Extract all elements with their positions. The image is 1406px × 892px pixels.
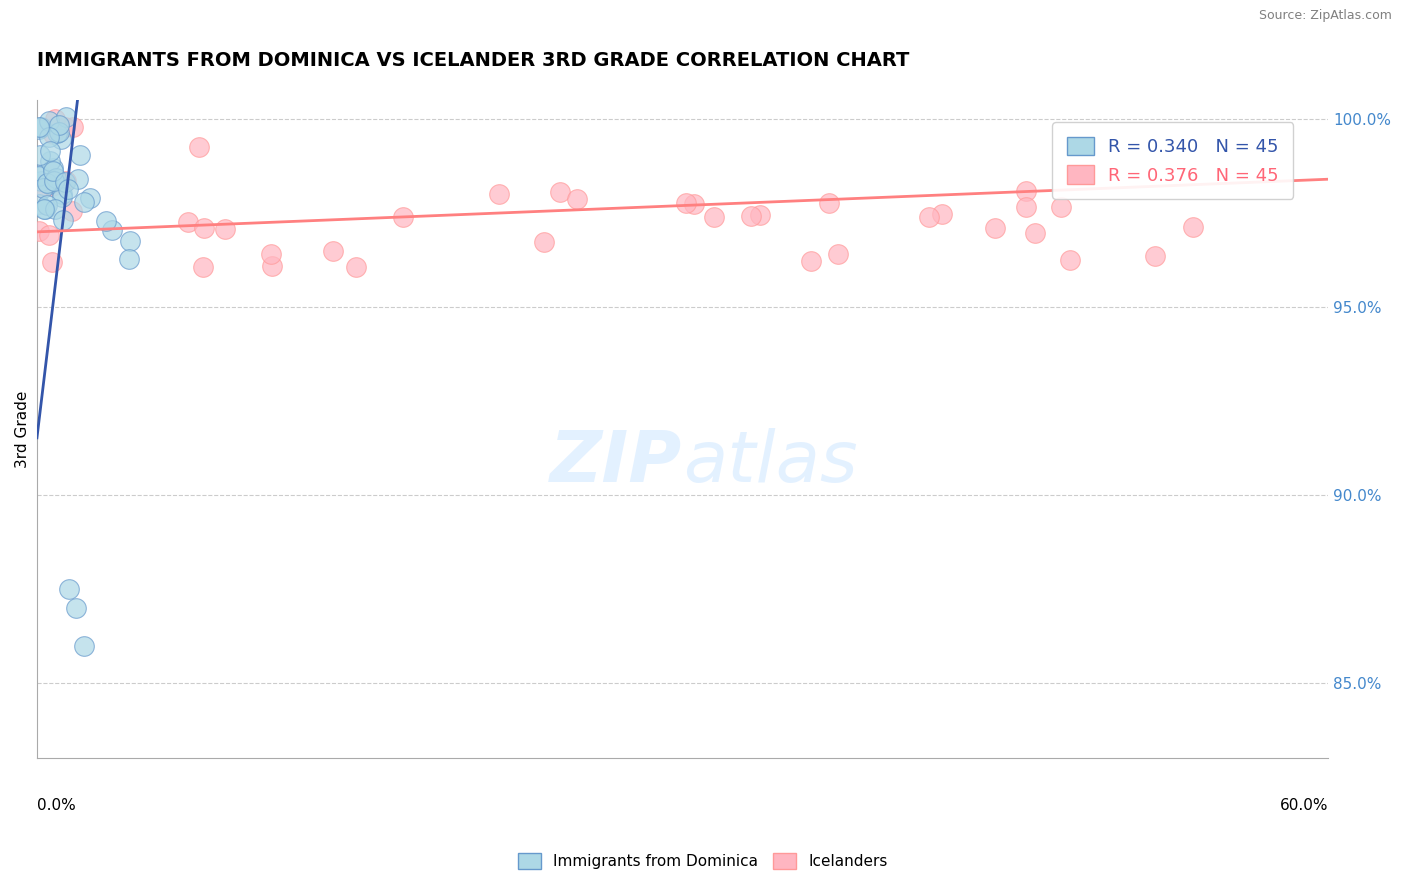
Point <box>79 191 101 205</box>
Point <box>28 180 51 194</box>
Point <box>34 202 56 217</box>
Point <box>1144 248 1167 262</box>
Point <box>58 182 80 196</box>
Point <box>817 195 839 210</box>
Point <box>48 118 70 132</box>
Point <box>69 147 91 161</box>
Legend: Immigrants from Dominica, Icelanders: Immigrants from Dominica, Icelanders <box>512 847 894 875</box>
Text: 0.0%: 0.0% <box>37 797 76 813</box>
Point <box>28 120 51 134</box>
Point <box>42 127 65 141</box>
Point <box>42 174 65 188</box>
Point <box>55 110 77 124</box>
Point <box>51 186 73 201</box>
Point <box>35 176 58 190</box>
Point <box>30 120 52 134</box>
Point <box>53 120 76 134</box>
Point <box>28 224 51 238</box>
Text: 60.0%: 60.0% <box>1279 797 1329 813</box>
Point <box>118 252 141 266</box>
Point <box>58 582 80 596</box>
Point <box>30 168 52 182</box>
Point <box>62 120 84 135</box>
Point <box>65 601 87 615</box>
Point <box>675 195 697 210</box>
Legend: R = 0.340   N = 45, R = 0.376   N = 45: R = 0.340 N = 45, R = 0.376 N = 45 <box>1052 122 1294 199</box>
Point <box>683 197 706 211</box>
Point <box>918 210 941 224</box>
Point <box>748 208 770 222</box>
Point <box>28 197 51 211</box>
Point <box>1049 200 1071 214</box>
Point <box>1014 200 1036 214</box>
Point <box>344 260 367 274</box>
Point <box>60 203 83 218</box>
Point <box>53 175 76 189</box>
Point <box>28 148 51 162</box>
Point <box>548 186 571 200</box>
Point <box>55 174 77 188</box>
Point <box>35 198 58 212</box>
Point <box>67 172 90 186</box>
Point <box>1182 219 1205 234</box>
Point <box>32 181 55 195</box>
Text: Source: ZipAtlas.com: Source: ZipAtlas.com <box>1258 9 1392 22</box>
Point <box>800 254 823 268</box>
Point <box>703 210 725 224</box>
Point <box>260 246 283 260</box>
Point <box>193 221 215 235</box>
Point <box>488 187 510 202</box>
Point <box>45 171 67 186</box>
Point <box>38 113 60 128</box>
Text: atlas: atlas <box>682 427 858 497</box>
Point <box>322 244 344 258</box>
Point <box>44 112 66 126</box>
Point <box>32 202 55 216</box>
Point <box>984 221 1007 235</box>
Text: IMMIGRANTS FROM DOMINICA VS ICELANDER 3RD GRADE CORRELATION CHART: IMMIGRANTS FROM DOMINICA VS ICELANDER 3R… <box>37 51 910 70</box>
Point <box>41 175 63 189</box>
Point <box>48 125 70 139</box>
Point <box>38 177 60 191</box>
Point <box>1059 252 1081 267</box>
Point <box>39 153 62 168</box>
Point <box>73 639 96 653</box>
Point <box>214 222 236 236</box>
Point <box>51 213 73 227</box>
Y-axis label: 3rd Grade: 3rd Grade <box>15 391 30 468</box>
Point <box>1015 184 1038 198</box>
Point <box>533 235 555 249</box>
Point <box>51 190 73 204</box>
Point <box>38 144 60 158</box>
Point <box>44 202 66 216</box>
Point <box>1024 227 1046 241</box>
Text: ZIP: ZIP <box>550 427 682 497</box>
Point <box>38 130 60 145</box>
Point <box>94 214 117 228</box>
Point <box>51 176 73 190</box>
Point <box>262 259 284 273</box>
Point <box>740 210 762 224</box>
Point <box>118 234 141 248</box>
Point <box>45 126 67 140</box>
Point <box>42 164 65 178</box>
Point <box>30 174 52 188</box>
Point <box>392 210 415 224</box>
Point <box>28 169 51 183</box>
Point <box>28 122 51 136</box>
Point <box>177 215 200 229</box>
Point <box>931 207 953 221</box>
Point <box>73 195 96 210</box>
Point <box>38 227 60 242</box>
Point <box>41 255 63 269</box>
Point <box>49 132 72 146</box>
Point <box>827 247 849 261</box>
Point <box>44 171 66 186</box>
Point <box>565 193 588 207</box>
Point <box>188 140 211 154</box>
Point <box>191 260 214 275</box>
Point <box>101 223 124 237</box>
Point <box>41 178 63 193</box>
Point <box>42 161 65 176</box>
